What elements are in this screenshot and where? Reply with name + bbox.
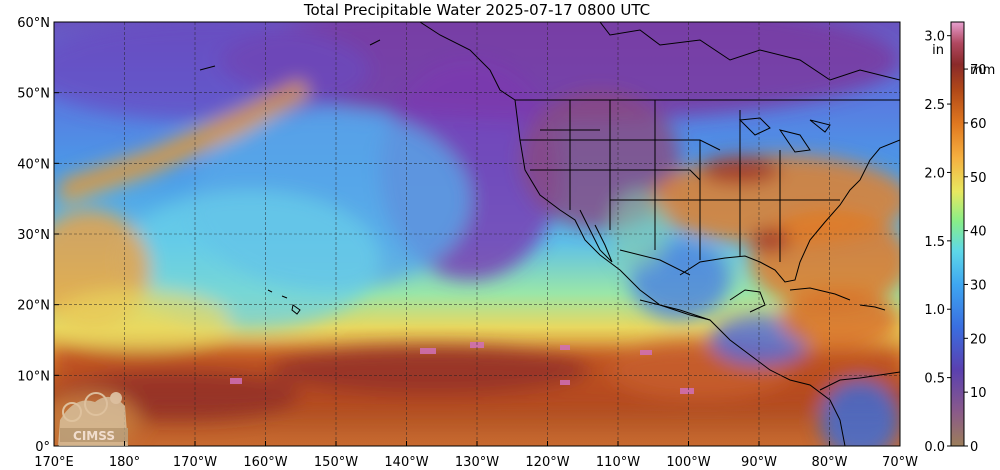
lon-tick-label: 150°W (314, 455, 358, 470)
colorbar-mm-label: 0 (970, 440, 978, 455)
lat-tick-label: 10°N (17, 369, 50, 384)
coastlines (199, 22, 900, 446)
colorbar-mm-ticks: 0 10 20 30 40 50 60 70 (964, 63, 987, 455)
lon-tick-label: 140°W (384, 455, 428, 470)
latitude-labels: 60°N 50°N 40°N 30°N 20°N 10°N 0° (17, 16, 59, 455)
lon-tick-label: 170°W (173, 455, 217, 470)
colorbar-mm-label: 60 (970, 117, 987, 132)
colorbar-ramp (950, 21, 965, 447)
colorbar-inch-label: 1.0 (924, 303, 945, 318)
lat-tick-label: 40°N (17, 157, 50, 172)
colorbar-unit-mm: mm (970, 63, 995, 78)
colorbar-unit-in: in (932, 43, 944, 58)
graticule (54, 22, 900, 446)
lat-tick-label: 30°N (17, 228, 50, 243)
colorbar-inch-label: 0.0 (924, 440, 945, 455)
cimss-logo-text: CIMSS (73, 429, 115, 443)
lon-tick-label: 70°W (882, 455, 918, 470)
lon-tick-label: 110°W (596, 455, 640, 470)
colorbar-inch-label: 1.5 (924, 235, 945, 250)
lon-tick-label: 170°E (34, 455, 74, 470)
colorbar-mm-label: 40 (970, 225, 987, 240)
colorbar-inch-label: 2.5 (924, 98, 945, 113)
longitude-labels: 170°E 180° 170°W 160°W 150°W 140°W 130°W 120°W 1… (34, 441, 918, 470)
colorbar-mm-label: 50 (970, 171, 987, 186)
lon-tick-label: 180° (109, 455, 140, 470)
lat-tick-label: 60°N (17, 16, 50, 31)
colorbar-inch-ticks: 0.0 0.5 1.0 1.5 2.0 2.5 3.0 (924, 30, 951, 455)
colorbar-mm-label: 70 (970, 63, 987, 78)
tpw-field (54, 22, 900, 446)
map-title: Total Precipitable Water 2025-07-17 0800… (303, 1, 651, 19)
colorbar-mm-label: 20 (970, 332, 987, 347)
lat-tick-label: 0° (35, 440, 50, 455)
cimss-logo: CIMSS (58, 392, 128, 446)
lat-tick-label: 20°N (17, 299, 50, 314)
lon-tick-label: 120°W (525, 455, 569, 470)
colorbar-inch-label: 2.0 (924, 166, 945, 181)
lon-tick-label: 130°W (455, 455, 499, 470)
lon-tick-label: 160°W (243, 455, 287, 470)
lon-tick-label: 100°W (666, 455, 710, 470)
colorbar: 0.0 0.5 1.0 1.5 2.0 2.5 3.0 0 10 20 30 40 50 60 70 in… (924, 21, 995, 455)
colorbar-mm-label: 30 (970, 278, 987, 293)
lon-tick-label: 90°W (741, 455, 777, 470)
colorbar-inch-label: 3.0 (924, 30, 945, 45)
colorbar-mm-label: 10 (970, 386, 987, 401)
colorbar-inch-label: 0.5 (924, 372, 945, 387)
lon-tick-label: 80°W (812, 455, 848, 470)
lat-tick-label: 50°N (17, 87, 50, 102)
